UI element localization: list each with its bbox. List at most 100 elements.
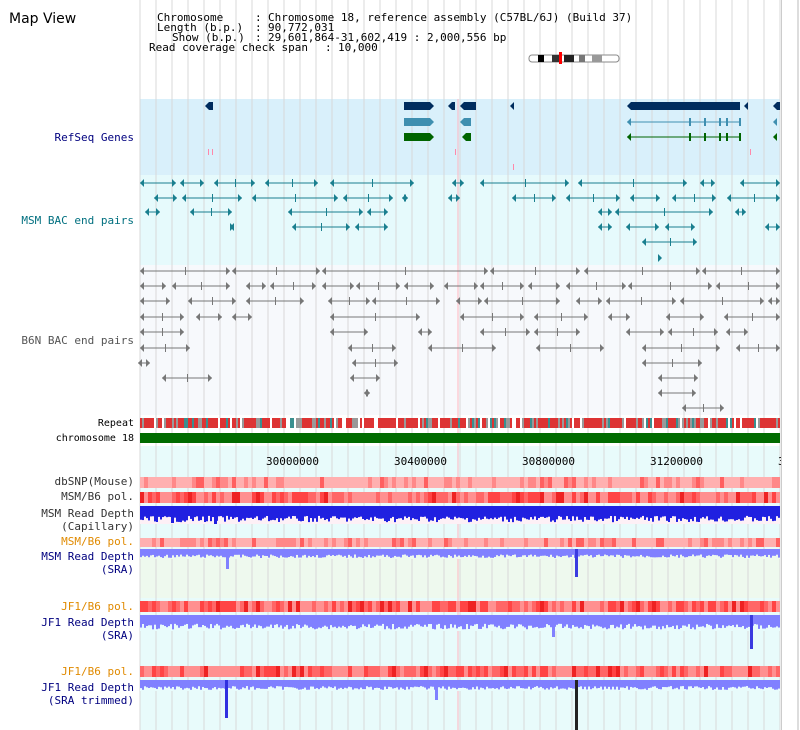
depth-bar	[562, 549, 564, 556]
depth-bar	[746, 506, 748, 516]
axis-tick-label: 31200000	[650, 455, 703, 468]
gene-feature[interactable]	[627, 102, 740, 110]
depth-bar	[140, 615, 142, 628]
refseq-genes-track[interactable]	[205, 102, 780, 170]
gene-feature[interactable]	[404, 102, 430, 110]
depth-bar	[178, 680, 180, 687]
depth-bar	[760, 506, 762, 521]
depth-bar	[248, 549, 250, 558]
depth-bar	[390, 549, 392, 558]
depth-bar	[210, 549, 212, 556]
depth-bar	[260, 680, 262, 689]
depth-bar	[338, 615, 340, 627]
depth-bar	[428, 680, 430, 689]
depth-bar	[684, 549, 686, 558]
depth-bar	[244, 549, 246, 556]
depth-bar	[170, 615, 172, 625]
depth-bar	[632, 506, 634, 519]
depth-bar	[694, 680, 696, 687]
depth-bar	[544, 615, 546, 628]
depth-bar	[164, 549, 166, 557]
depth-bar	[470, 549, 472, 557]
depth-bar	[454, 680, 456, 688]
depth-bar	[162, 506, 164, 518]
depth-bar	[240, 549, 242, 558]
depth-bar	[762, 680, 764, 690]
depth-bar	[280, 615, 282, 626]
depth-bar	[606, 549, 608, 556]
depth-bar	[666, 680, 668, 688]
gene-feature[interactable]	[460, 102, 476, 110]
depth-bar	[322, 549, 324, 558]
depth-bar	[578, 680, 580, 688]
gene-feature[interactable]	[404, 118, 430, 126]
depth-bar	[764, 549, 766, 556]
depth-bar	[638, 506, 640, 519]
depth-bar	[440, 680, 442, 689]
position-axis: 30000000 30400000 30800000 31200000 316	[266, 455, 798, 468]
depth-bar	[438, 549, 440, 556]
depth-bar	[744, 549, 746, 558]
gene-feature[interactable]	[404, 133, 430, 141]
depth-bar	[302, 680, 304, 689]
depth-bar	[606, 680, 608, 689]
depth-bar	[696, 549, 698, 556]
depth-bar	[336, 506, 338, 519]
depth-bar	[140, 680, 142, 689]
msm-bac-end-pairs-track[interactable]	[140, 179, 780, 262]
depth-bar	[326, 680, 328, 689]
depth-bar	[260, 549, 262, 558]
depth-bar	[176, 615, 178, 626]
depth-bar	[644, 615, 646, 626]
depth-bar	[280, 680, 282, 687]
depth-bar	[534, 506, 536, 517]
depth-bar	[396, 680, 398, 688]
depth-bar	[772, 506, 774, 522]
depth-bar	[492, 506, 494, 520]
depth-bar	[370, 615, 372, 628]
depth-bar	[432, 680, 434, 687]
b6n-bac-end-pairs-track[interactable]	[138, 267, 780, 412]
depth-bar	[196, 549, 198, 556]
depth-bar	[760, 680, 762, 689]
depth-bar	[374, 680, 376, 688]
depth-bar	[318, 506, 320, 516]
depth-bar	[616, 680, 618, 687]
depth-bar	[722, 680, 724, 688]
depth-bar	[596, 615, 598, 626]
depth-bar	[582, 549, 584, 556]
depth-bar	[678, 506, 680, 519]
depth-bar	[356, 680, 358, 689]
depth-bar	[346, 680, 348, 689]
depth-bar	[262, 680, 264, 689]
depth-bar	[462, 615, 464, 630]
depth-bar	[478, 549, 480, 558]
depth-bar	[362, 506, 364, 519]
depth-bar	[706, 615, 708, 624]
depth-bar	[172, 680, 174, 687]
depth-bar	[726, 680, 728, 690]
depth-bar	[250, 549, 252, 558]
depth-bar	[770, 615, 772, 627]
coverage-sep: :	[325, 41, 332, 54]
depth-bar	[388, 549, 390, 557]
depth-bar	[564, 615, 566, 627]
gene-feature[interactable]	[205, 102, 213, 110]
depth-bar	[226, 506, 228, 516]
depth-bar	[408, 680, 410, 690]
depth-bar	[482, 680, 484, 689]
depth-bar	[436, 506, 438, 523]
depth-bar	[256, 615, 258, 628]
depth-bar	[624, 506, 626, 519]
depth-bar	[586, 549, 588, 555]
depth-bar	[494, 506, 496, 518]
depth-bar	[650, 680, 652, 688]
depth-bar	[304, 680, 306, 688]
scroll-edge[interactable]	[797, 0, 799, 730]
chromosome-ideogram[interactable]	[528, 52, 620, 64]
depth-bar	[246, 680, 248, 687]
depth-bar	[570, 506, 572, 522]
depth-bar	[620, 549, 622, 557]
depth-bar	[630, 549, 632, 558]
